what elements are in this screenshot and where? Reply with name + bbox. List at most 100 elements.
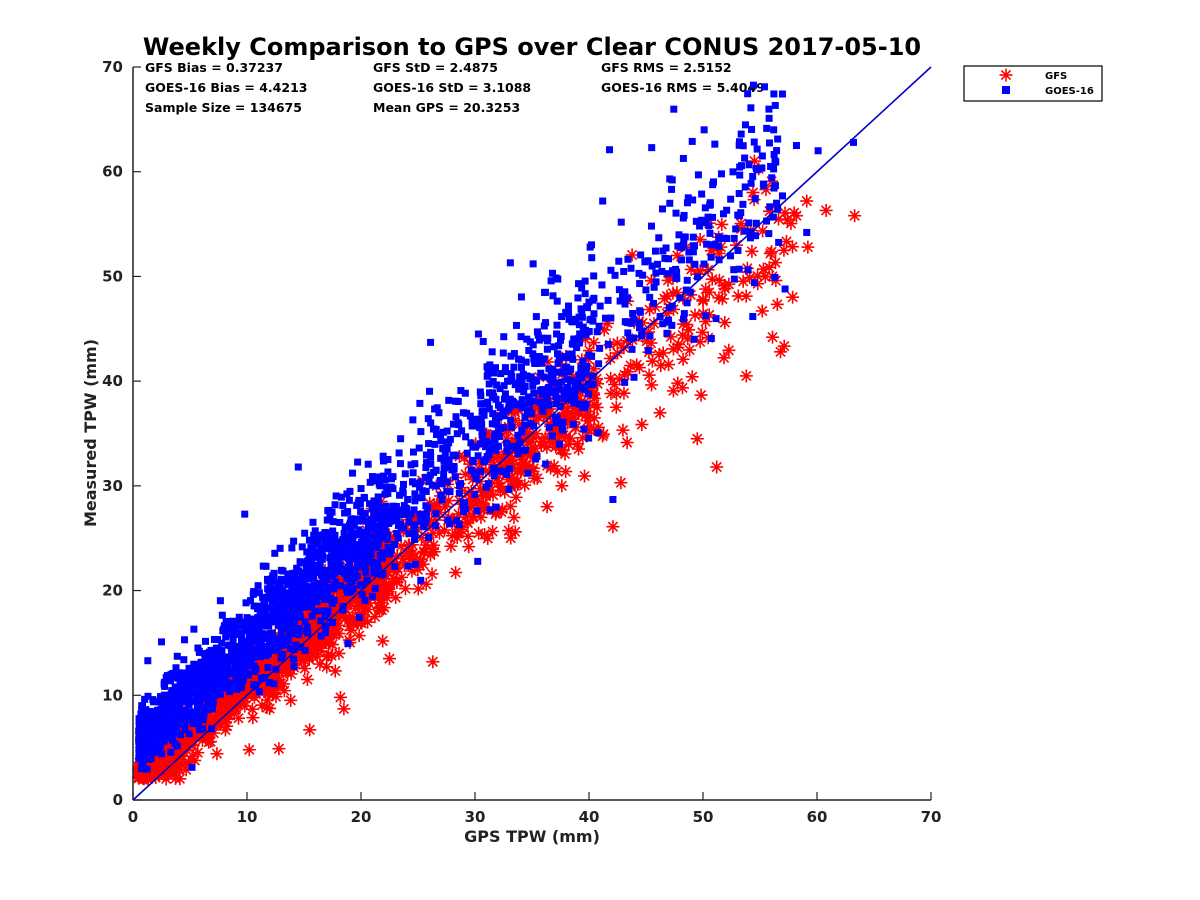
goes-16-point xyxy=(710,178,718,186)
goes-16-point xyxy=(298,576,306,584)
goes-16-point xyxy=(555,342,563,350)
goes-16-point xyxy=(517,293,525,301)
x-tick-label: 40 xyxy=(579,808,600,826)
gfs-point xyxy=(801,240,815,254)
goes-16-point xyxy=(343,575,351,583)
goes-16-point xyxy=(355,613,363,621)
goes-16-point xyxy=(668,185,676,193)
goes-16-point xyxy=(366,478,374,486)
goes-16-point xyxy=(506,400,514,408)
goes-16-point xyxy=(363,533,371,541)
goes-16-point xyxy=(778,90,786,98)
gfs-point xyxy=(510,474,524,488)
goes-16-point xyxy=(344,640,352,648)
goes-16-point xyxy=(596,344,604,352)
goes-16-point xyxy=(559,426,567,434)
goes-16-point xyxy=(172,683,180,691)
goes-16-point xyxy=(384,519,392,527)
goes-16-point xyxy=(359,517,367,525)
goes-16-point xyxy=(752,232,760,240)
goes-16-point xyxy=(203,659,211,667)
goes-16-point xyxy=(235,613,243,621)
goes-16-point xyxy=(460,499,468,507)
goes-16-point xyxy=(484,480,492,488)
goes-16-point xyxy=(218,611,226,619)
goes-16-point xyxy=(180,656,188,664)
goes-16-point xyxy=(201,637,209,645)
goes-16-point xyxy=(279,641,287,649)
gfs-point xyxy=(699,282,713,296)
goes-16-point xyxy=(427,338,435,346)
goes-16-point xyxy=(463,409,471,417)
goes-16-point xyxy=(186,708,194,716)
goes-16-point xyxy=(567,365,575,373)
goes-16-point xyxy=(488,420,496,428)
goes-16-point xyxy=(384,468,392,476)
gfs-point xyxy=(368,610,382,624)
goes-16-point xyxy=(570,399,578,407)
goes-16-point xyxy=(652,278,660,286)
gfs-point xyxy=(756,262,770,276)
goes-16-point xyxy=(707,334,715,342)
gfs-point xyxy=(652,347,666,361)
goes-16-point xyxy=(370,567,378,575)
goes-16-point xyxy=(210,668,218,676)
goes-16-point xyxy=(145,755,153,763)
legend-goes-16-marker xyxy=(1002,86,1010,94)
goes-16-point xyxy=(734,246,742,254)
goes-16-point xyxy=(203,706,211,714)
goes-16-point xyxy=(284,570,292,578)
goes-16-point xyxy=(706,229,714,237)
goes-16-point xyxy=(229,633,237,641)
goes-16-point xyxy=(739,200,747,208)
goes-16-point xyxy=(774,135,782,143)
goes-16-point xyxy=(489,440,497,448)
gfs-point xyxy=(609,400,623,414)
gfs-point xyxy=(426,655,440,669)
gfs-point xyxy=(559,465,573,479)
goes-16-point xyxy=(604,296,612,304)
goes-16-point xyxy=(344,564,352,572)
goes-16-point xyxy=(518,426,526,434)
goes-16-point xyxy=(751,279,759,287)
goes-16-point xyxy=(735,190,743,198)
goes-16-point xyxy=(771,157,779,165)
y-tick-label: 40 xyxy=(102,372,123,390)
goes-16-point xyxy=(814,147,822,155)
gfs-point xyxy=(705,272,719,286)
goes-16-point xyxy=(344,536,352,544)
goes-16-point xyxy=(753,145,761,153)
goes-16-point xyxy=(513,379,521,387)
goes-16-point xyxy=(233,685,241,693)
goes-16-point xyxy=(521,383,529,391)
goes-16-point xyxy=(188,763,196,771)
goes-16-point xyxy=(439,454,447,462)
goes-16-point xyxy=(135,744,143,752)
goes-16-point xyxy=(492,503,500,511)
goes-16-point xyxy=(223,679,231,687)
goes-16-point xyxy=(337,582,345,590)
goes-16-point xyxy=(344,588,352,596)
goes-16-point xyxy=(352,550,360,558)
goes-16-point xyxy=(494,401,502,409)
goes-16-point xyxy=(405,510,413,518)
goes-16-point xyxy=(698,190,706,198)
goes-16-point xyxy=(553,321,561,329)
gfs-point xyxy=(478,527,492,541)
goes-16-point xyxy=(709,241,717,249)
gfs-point xyxy=(219,715,233,729)
goes-16-point xyxy=(262,562,270,570)
goes-16-point xyxy=(313,598,321,606)
goes-16-point xyxy=(685,256,693,264)
goes-16-point xyxy=(530,355,538,363)
goes-16-point xyxy=(593,328,601,336)
goes-16-point xyxy=(157,708,165,716)
goes-16-point xyxy=(322,568,330,576)
goes-16-point xyxy=(443,478,451,486)
gfs-point xyxy=(717,351,731,365)
gfs-point xyxy=(492,476,506,490)
goes-16-point xyxy=(284,579,292,587)
goes-16-point xyxy=(385,508,393,516)
goes-16-point xyxy=(554,359,562,367)
x-tick-label: 30 xyxy=(465,808,486,826)
